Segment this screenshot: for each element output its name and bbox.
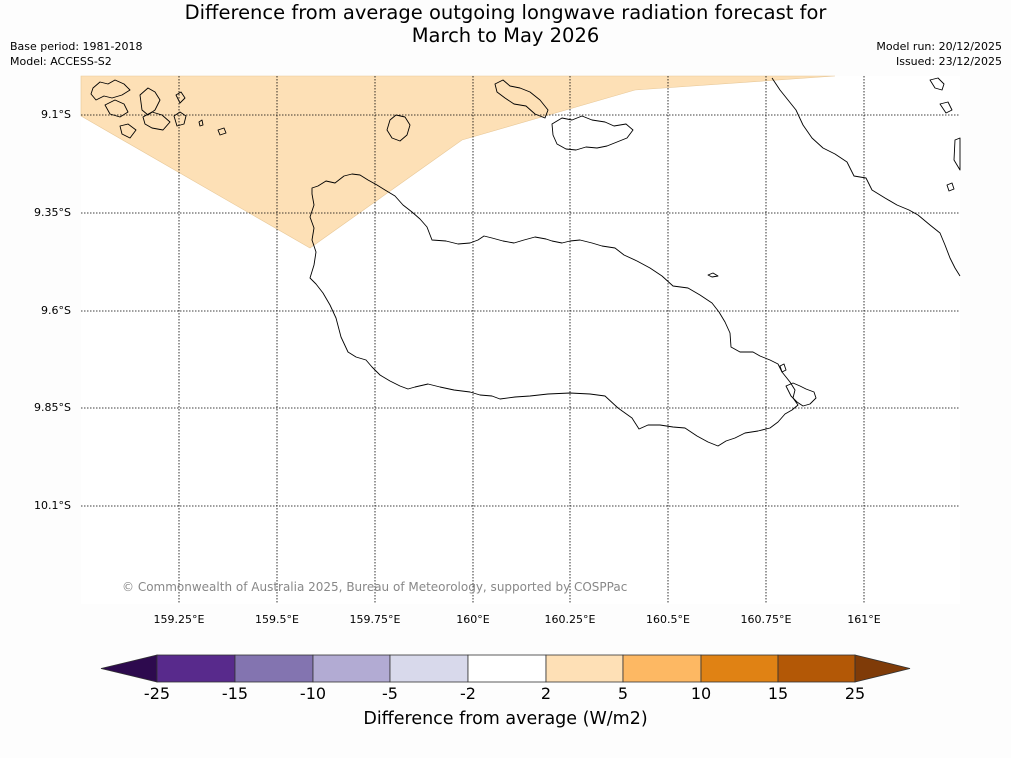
- colorbar-segment: [389, 654, 469, 683]
- lon-label: 160.5°E: [646, 613, 690, 626]
- base-period-text: Base period: 1981-2018: [10, 40, 143, 53]
- coastline-guadalcanal: [309, 173, 799, 447]
- lon-label: 161°E: [847, 613, 881, 626]
- model-text: Model: ACCESS-S2: [10, 55, 112, 68]
- map-title-line-1: Difference from average outgoing longwav…: [184, 1, 827, 24]
- map-title-line-2: March to May 2026: [411, 24, 600, 47]
- colorbar-label: -25: [143, 684, 171, 703]
- lon-label: 159.25°E: [153, 613, 205, 626]
- colorbar-label: 15: [767, 684, 789, 703]
- colorbar-segment: [622, 654, 702, 683]
- colorbar-label: -10: [299, 684, 327, 703]
- colorbar-extend-max: [854, 654, 911, 683]
- colorbar-label: -5: [382, 684, 398, 703]
- lon-label: 160.75°E: [740, 613, 792, 626]
- lat-label: 9.85°S: [34, 401, 71, 414]
- colorbar-extend-min: [100, 654, 158, 683]
- colorbar-segment: [234, 654, 314, 683]
- graticule: [81, 76, 960, 604]
- colorbar-segment: [545, 654, 624, 683]
- lat-label: 10.1°S: [34, 499, 71, 512]
- model-run-text: Model run: 20/12/2025: [876, 40, 1002, 53]
- colorbar-label: 5: [617, 684, 629, 703]
- colorbar-title: Difference from average (W/m2): [363, 709, 648, 729]
- colorbar: [100, 654, 911, 683]
- coastline-nggela: [386, 114, 411, 142]
- lat-label: 9.6°S: [41, 304, 71, 317]
- colorbar-label: 10: [690, 684, 712, 703]
- lon-label: 160°E: [456, 613, 490, 626]
- colorbar-label: -2: [460, 684, 476, 703]
- colorbar-segment: [777, 654, 856, 683]
- colorbar-segment: [700, 654, 779, 683]
- coastlines: [90, 77, 961, 447]
- lon-label: 159.5°E: [255, 613, 299, 626]
- lon-label: 160.25°E: [544, 613, 596, 626]
- colorbar-segment: [312, 654, 391, 683]
- lat-label: 9.1°S: [41, 108, 71, 121]
- colorbar-label: 25: [844, 684, 866, 703]
- colorbar-label: 2: [540, 684, 552, 703]
- colorbar-segment: [156, 654, 236, 683]
- issued-text: Issued: 23/12/2025: [895, 55, 1002, 68]
- lat-label: 9.35°S: [34, 206, 71, 219]
- colorbar-segment: [467, 654, 547, 683]
- lon-label: 159.75°E: [349, 613, 401, 626]
- copyright-text: © Commonwealth of Australia 2025, Bureau…: [122, 580, 628, 594]
- colorbar-label: -15: [221, 684, 249, 703]
- anomaly-region: [80, 75, 836, 249]
